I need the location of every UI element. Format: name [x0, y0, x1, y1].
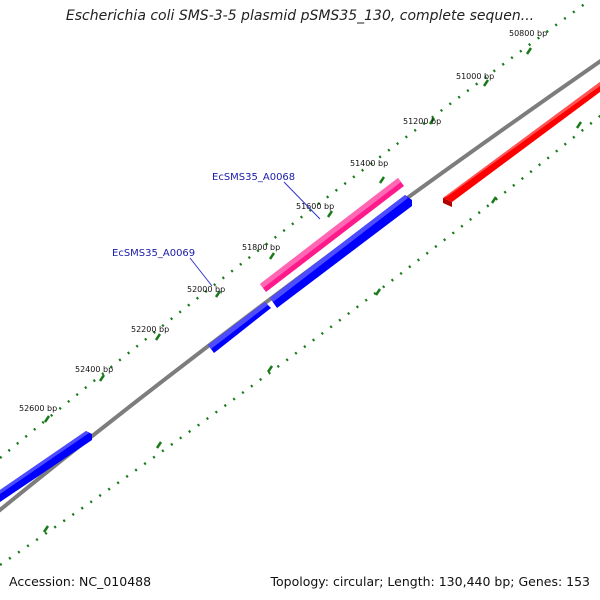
gene-blue-bottom[interactable]: [0, 431, 92, 502]
tick-label: 52000 bp: [187, 285, 225, 294]
leader-line-A0068: [283, 181, 321, 220]
inner-ticks: [42, 121, 583, 533]
tick-label: 51800 bp: [242, 243, 280, 252]
gene-red[interactable]: [443, 82, 600, 207]
accession-label: Accession: NC_010488: [9, 574, 152, 589]
map-title: Escherichia coli SMS-3-5 plasmid pSMS35_…: [65, 8, 535, 24]
outer-tick-ring: [0, 0, 591, 459]
tick-label: 51000 bp: [456, 72, 494, 81]
tick-label: 51200 bp: [403, 117, 441, 126]
tick-label: 52400 bp: [75, 365, 113, 374]
tick-label: 51600 bp: [296, 202, 334, 211]
gene-EcSMS35-A0069[interactable]: [208, 302, 271, 353]
tick-label: 50800 bp: [509, 29, 547, 38]
tick-labels: 50800 bp 51000 bp 51200 bp 51400 bp 5160…: [19, 29, 547, 413]
tick-label: 52600 bp: [19, 404, 57, 413]
summary-label: Topology: circular; Length: 130,440 bp; …: [270, 574, 591, 589]
major-ticks: [43, 47, 533, 423]
leader-line-A0069: [189, 257, 213, 287]
gene-EcSMS35-A0068[interactable]: [260, 178, 404, 292]
tick-label: 52200 bp: [131, 325, 169, 334]
inner-tick-ring: [0, 114, 600, 567]
tick-label: 51400 bp: [350, 159, 388, 168]
gene-label-A0069[interactable]: EcSMS35_A0069: [112, 248, 195, 259]
gene-blue-long[interactable]: [270, 195, 412, 308]
gene-label-A0068[interactable]: EcSMS35_A0068: [212, 172, 295, 183]
